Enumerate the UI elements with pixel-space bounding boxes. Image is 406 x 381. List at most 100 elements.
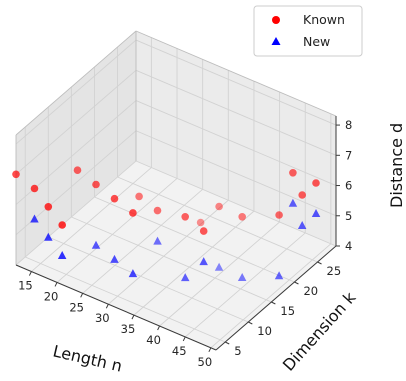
point-known	[298, 191, 307, 199]
grid-x-floor	[210, 243, 332, 349]
grid-x-floor	[31, 167, 152, 272]
y-tick	[294, 281, 299, 285]
data-points	[12, 166, 321, 282]
grid-x-floor	[184, 232, 306, 338]
point-new	[30, 214, 39, 223]
x-axis-label: Length n	[51, 341, 124, 375]
grid-x-floor	[133, 210, 255, 316]
z-tick-label: 8	[345, 118, 352, 132]
point-known	[238, 213, 246, 221]
floor-pane	[16, 161, 336, 350]
grid-z-left	[15, 69, 137, 175]
x-tick-label: 35	[121, 322, 136, 336]
point-known	[58, 221, 66, 229]
x-tick	[54, 282, 58, 287]
point-new	[288, 198, 298, 207]
point-new	[128, 269, 138, 278]
point-known	[289, 169, 297, 177]
x-tick-label: 50	[198, 355, 213, 369]
y-tick-label: 25	[327, 264, 342, 278]
grid-z-back	[135, 160, 337, 247]
point-known	[44, 203, 53, 211]
x-tick-label: 25	[69, 300, 84, 314]
point-known	[312, 179, 320, 187]
x-tick	[157, 325, 161, 331]
point-known	[110, 194, 119, 203]
point-new	[297, 221, 307, 229]
point-new	[44, 232, 53, 241]
y-axis-label: Dimension k	[279, 288, 360, 375]
grid-x-floor	[108, 199, 229, 305]
point-new	[57, 251, 67, 259]
point-new	[110, 254, 119, 263]
z-tick-label: 5	[345, 209, 352, 223]
point-known	[215, 202, 223, 211]
y-tick	[271, 301, 276, 305]
x-tick-label: 20	[44, 289, 59, 303]
legend: Known New	[253, 5, 363, 57]
grid-z-back	[135, 69, 337, 156]
left-pane-top-edge	[15, 30, 137, 136]
y-tick	[248, 321, 253, 325]
x-tick-label: 15	[18, 279, 33, 293]
grid-y-floor	[117, 176, 318, 263]
x-tick	[131, 314, 135, 320]
x-tick	[105, 304, 109, 309]
point-known	[153, 206, 162, 215]
grid-z-back	[135, 39, 337, 126]
back-pane-top-edge	[135, 30, 337, 117]
y-tick	[225, 341, 230, 345]
point-known	[12, 170, 20, 179]
point-known	[135, 192, 143, 201]
z-tick-label: 4	[345, 239, 352, 253]
point-new	[91, 240, 101, 249]
point-known	[92, 180, 100, 189]
y-tick-label: 10	[257, 324, 272, 338]
x-tick	[80, 293, 84, 298]
axis-lines	[15, 30, 340, 353]
legend-label-new: New	[303, 34, 330, 49]
gridlines	[15, 37, 337, 349]
point-known	[181, 213, 189, 221]
y-axis-line	[215, 245, 337, 351]
z-tick-label: 6	[345, 179, 352, 193]
z-tick-label: 7	[345, 148, 352, 162]
z-axis-label: Distance d	[387, 123, 406, 208]
x-tick-label: 45	[172, 344, 187, 358]
grid-z-left	[15, 39, 137, 145]
y-tick-label: 5	[234, 344, 241, 358]
grid-z-back	[135, 130, 337, 217]
x-tick	[182, 336, 186, 342]
legend-label-known: Known	[303, 12, 345, 27]
y-tick-label: 20	[303, 284, 318, 298]
x-tick	[208, 347, 212, 353]
point-known	[199, 227, 208, 235]
point-new	[214, 262, 224, 271]
point-known	[275, 211, 283, 219]
grid-z-back	[135, 100, 337, 186]
grid-x-floor	[56, 178, 178, 283]
point-new	[181, 273, 190, 282]
point-new	[199, 257, 208, 266]
x-axis-line	[15, 264, 217, 351]
legend-frame	[253, 5, 363, 57]
grid-y-floor	[94, 196, 295, 283]
axis-panes	[16, 31, 336, 350]
point-new	[237, 273, 247, 281]
point-known	[30, 184, 39, 193]
point-known	[196, 218, 205, 227]
point-new	[311, 209, 321, 217]
point-new	[274, 271, 284, 280]
grid-x-floor	[82, 188, 203, 294]
x-tick-label: 30	[95, 311, 110, 325]
point-known	[129, 209, 137, 217]
point-known	[73, 166, 82, 174]
grid-y-floor	[25, 256, 226, 343]
point-new	[153, 236, 162, 245]
x-tick	[28, 271, 32, 276]
x-tick-label: 40	[146, 333, 161, 347]
y-tick-label: 15	[280, 304, 295, 318]
back-pane	[136, 31, 336, 246]
